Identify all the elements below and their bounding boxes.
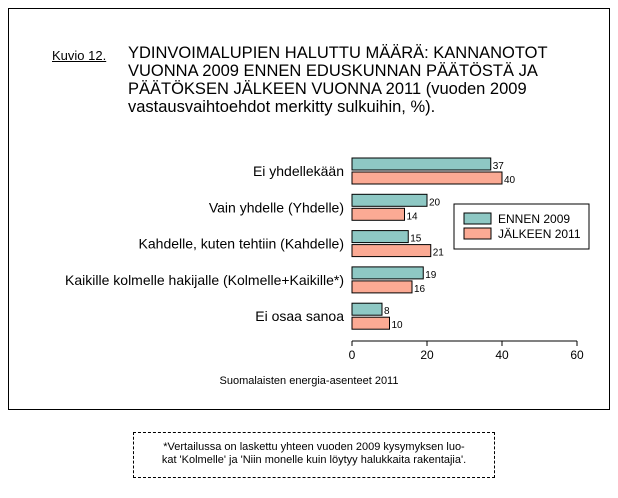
bar-2009 xyxy=(351,266,424,280)
data-label: 37 xyxy=(493,161,505,172)
bar-2011 xyxy=(351,316,390,330)
bar-2009 xyxy=(351,157,492,171)
data-label: 20 xyxy=(429,197,441,208)
category-label: Kaikille kolmelle hakijalle (Kolmelle+Ka… xyxy=(65,272,344,288)
footnote-line1: *Vertailussa on laskettu yhteen vuoden 2… xyxy=(163,441,465,453)
legend-label: ENNEN 2009 xyxy=(498,212,570,226)
data-label: 15 xyxy=(410,234,422,245)
legend-swatch xyxy=(463,212,492,225)
figure-frame xyxy=(8,8,610,410)
footnote-box: *Vertailussa on laskettu yhteen vuoden 2… xyxy=(133,432,495,478)
category-label: Ei yhdellekään xyxy=(253,163,344,179)
x-tick-label: 60 xyxy=(570,348,584,362)
data-label: 14 xyxy=(407,211,419,222)
legend-swatch xyxy=(463,227,492,240)
data-label: 8 xyxy=(384,306,390,317)
x-tick-label: 20 xyxy=(420,348,434,362)
bar-2011 xyxy=(351,207,405,221)
legend-box xyxy=(453,203,590,250)
category-label: Vain yhdelle (Yhdelle) xyxy=(209,199,344,215)
bar-2011 xyxy=(351,171,503,185)
category-label: Kahdelle, kuten tehtiin (Kahdelle) xyxy=(139,236,344,252)
footnote-line2: kat 'Kolmelle' ja 'Niin monelle kuin löy… xyxy=(161,454,467,466)
bar-2009 xyxy=(351,193,428,207)
bar-2009 xyxy=(351,302,383,316)
x-tick-label: 0 xyxy=(349,348,356,362)
bar-2009 xyxy=(351,230,409,244)
x-tick-label: 40 xyxy=(495,348,509,362)
bar-chart: Ei yhdellekään 37 40 Vain yhdelle (Yhdelle)… xyxy=(65,157,590,387)
chart-source: Suomalaisten energia-asenteet 2011 xyxy=(220,375,399,387)
data-label: 40 xyxy=(504,175,516,186)
data-label: 19 xyxy=(425,270,437,281)
data-label: 21 xyxy=(433,248,445,259)
figure-title: YDINVOIMALUPIEN HALUTTU MÄÄRÄ: KANNANOTO… xyxy=(128,44,548,116)
figure-label: Kuvio 12. xyxy=(52,48,107,63)
data-label: 10 xyxy=(392,320,404,331)
category-label: Ei osaa sanoa xyxy=(255,308,344,324)
data-label: 16 xyxy=(414,284,426,295)
bar-2011 xyxy=(351,244,432,258)
bar-2011 xyxy=(351,280,413,294)
legend-label: JÄLKEEN 2011 xyxy=(498,227,581,241)
